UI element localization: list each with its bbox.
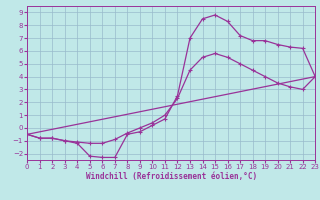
X-axis label: Windchill (Refroidissement éolien,°C): Windchill (Refroidissement éolien,°C) — [86, 172, 257, 181]
